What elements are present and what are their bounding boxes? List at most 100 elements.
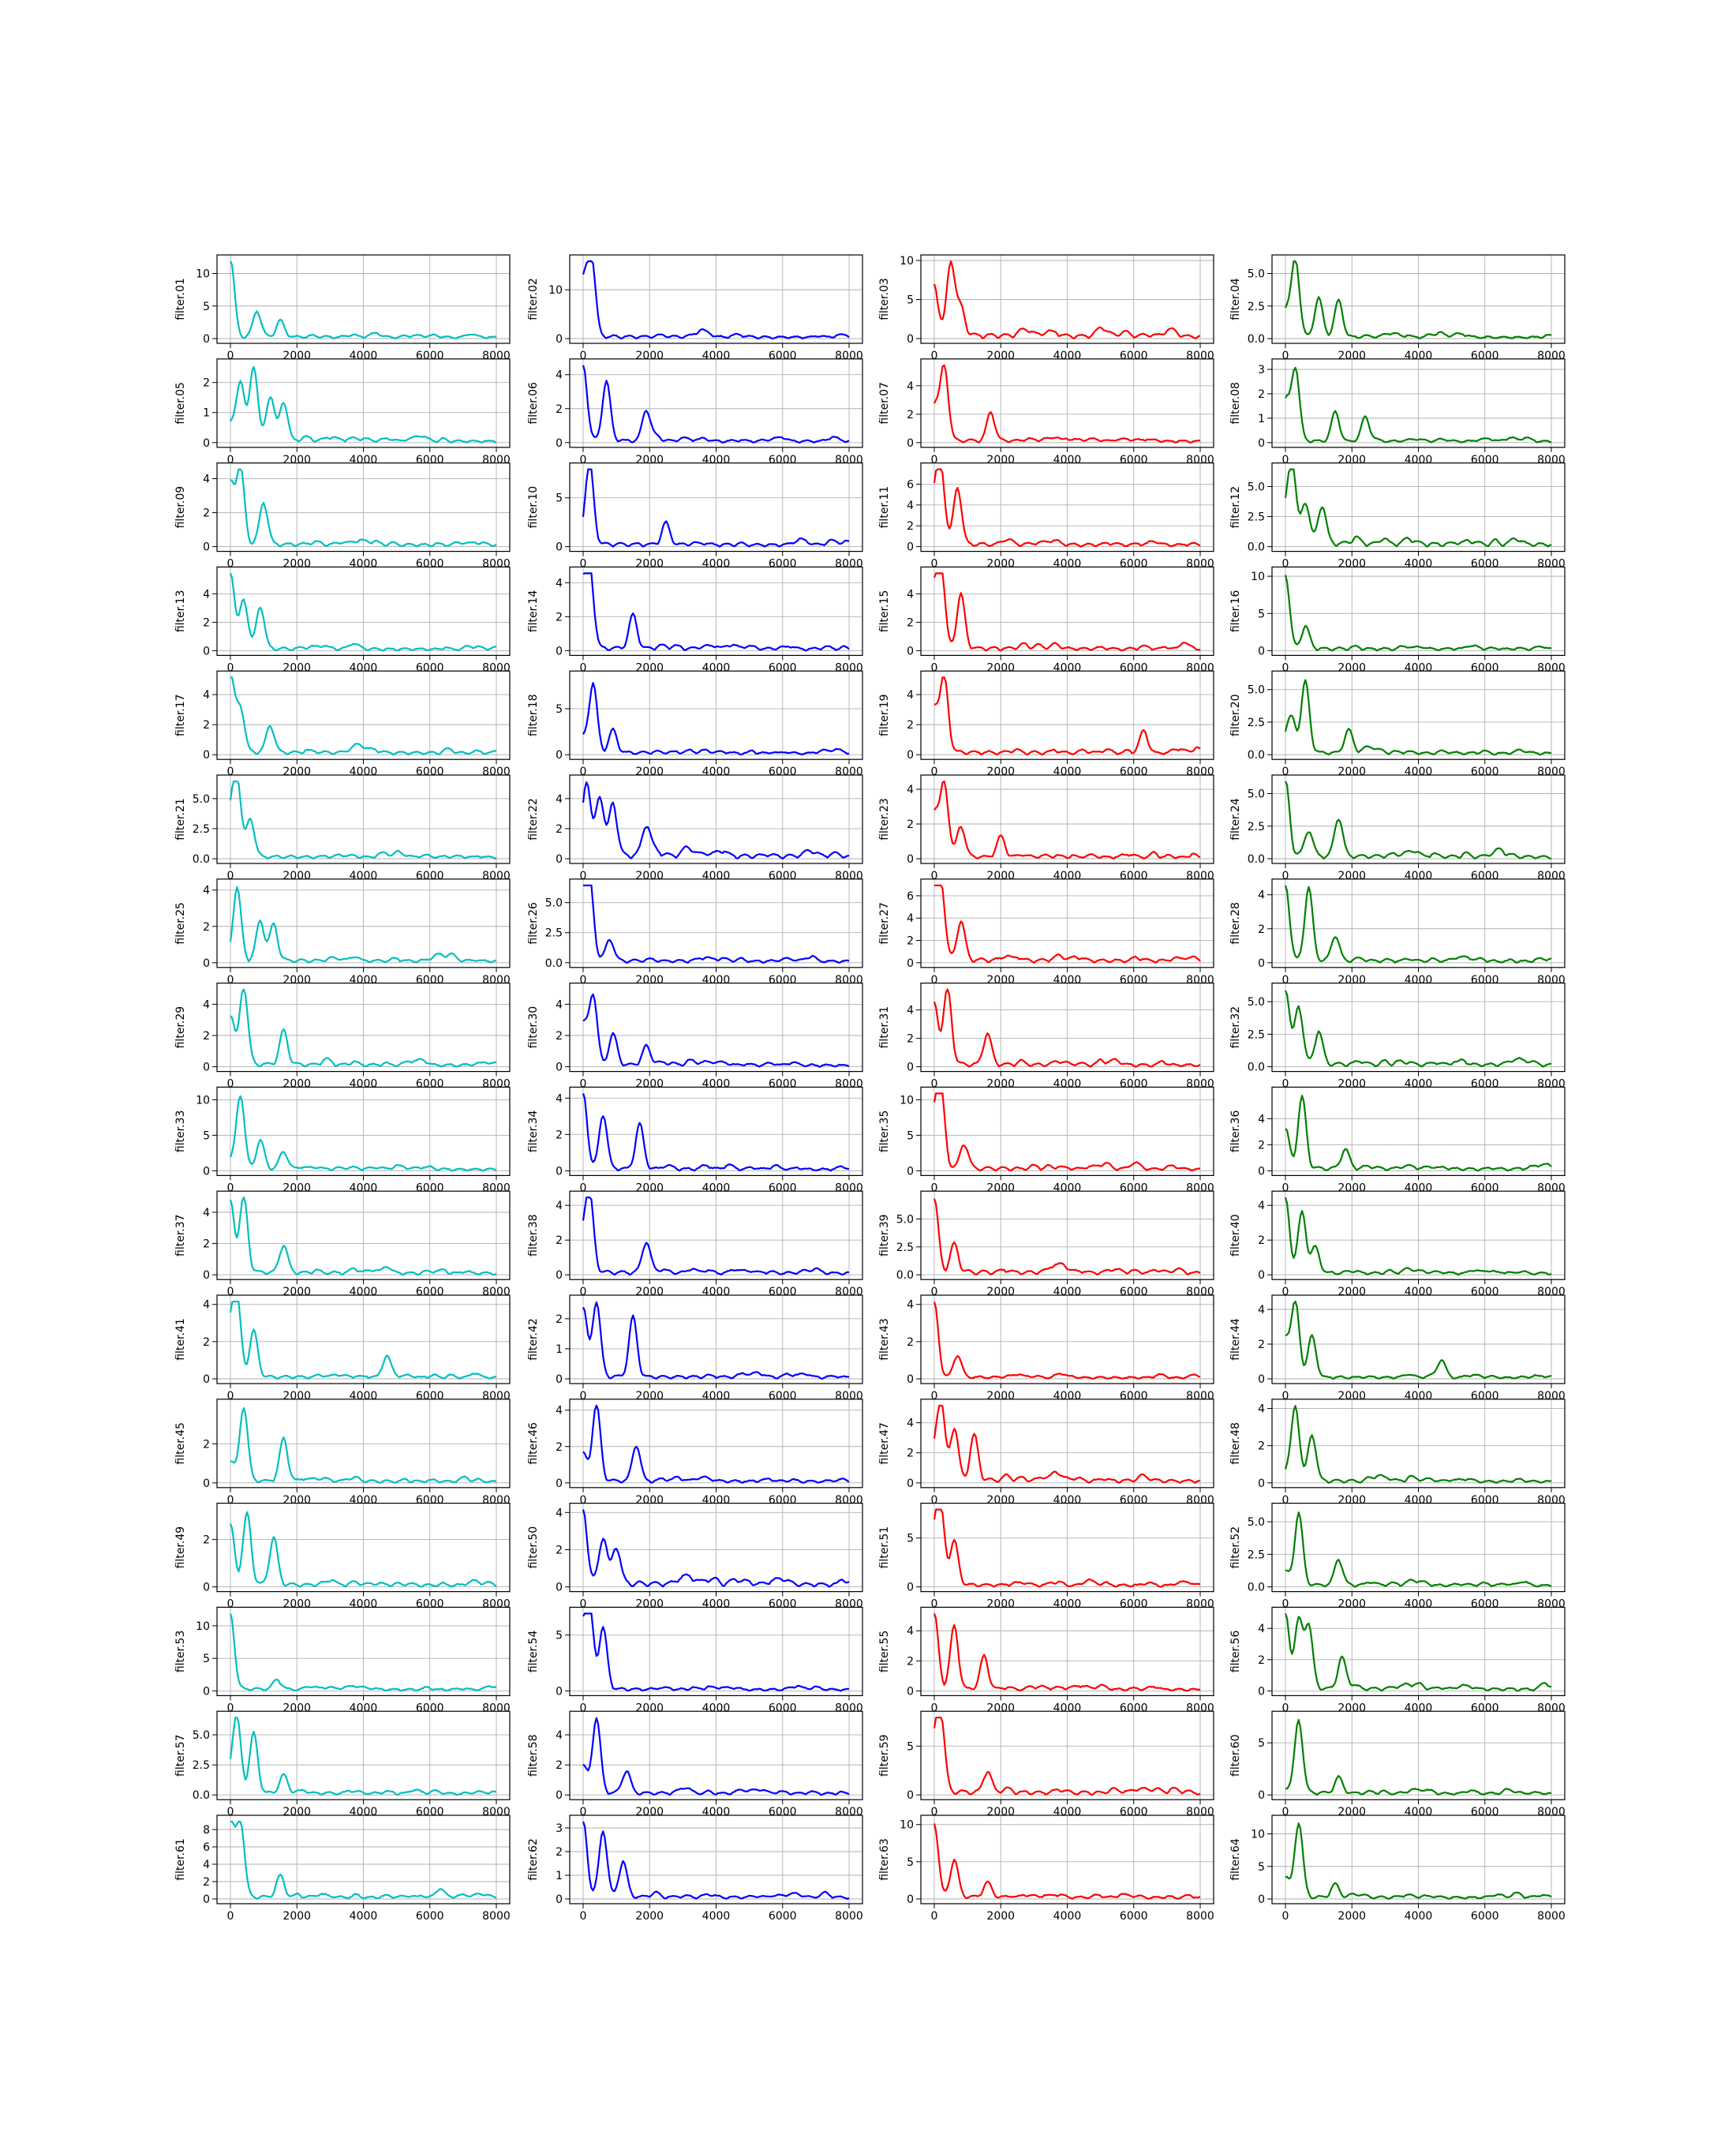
y-axis-label: filter.58	[527, 1734, 540, 1777]
y-tick-label: 0	[907, 437, 914, 450]
x-tick-label: 0	[1282, 1286, 1289, 1298]
x-tick-label: 0	[931, 1078, 938, 1091]
y-axis-label: filter.33	[174, 1110, 187, 1153]
y-tick-label: 6	[907, 890, 914, 903]
series-line	[933, 988, 1201, 1068]
series-line	[229, 1613, 497, 1692]
y-axis-label: filter.50	[527, 1526, 540, 1569]
y-tick-label: 0.0	[1248, 541, 1265, 554]
x-tick-label: 0	[1282, 558, 1289, 571]
series-line	[1284, 575, 1552, 652]
subplot-filter-62: 0 2000 4000 6000 8000 0 1 2 3 filter.62	[527, 1815, 863, 1923]
x-tick-label: 0	[227, 1806, 234, 1818]
y-tick-label: 0.0	[545, 957, 563, 970]
y-tick-label: 0	[907, 1582, 914, 1594]
series-line	[1285, 1300, 1552, 1380]
y-tick-label: 0	[1258, 1269, 1265, 1282]
y-tick-label: 0	[907, 1893, 914, 1906]
series-line	[1284, 1405, 1552, 1484]
y-tick-label: 2	[907, 520, 914, 533]
x-tick-label: 0	[931, 558, 938, 571]
y-tick-label: 0	[203, 1373, 210, 1386]
y-tick-label: 0	[907, 853, 914, 866]
y-tick-label: 0	[556, 1373, 563, 1386]
y-tick-label: 4	[556, 577, 563, 590]
x-tick-label: 0	[931, 870, 938, 882]
series-line	[933, 1198, 1201, 1276]
y-tick-label: 5.0	[1248, 788, 1265, 801]
y-axis-label: filter.59	[878, 1734, 891, 1777]
y-tick-label: 4	[556, 1405, 563, 1418]
x-tick-label: 0	[1282, 1078, 1289, 1091]
series-line	[230, 468, 497, 548]
y-axis-label: filter.35	[878, 1110, 891, 1153]
series-line	[582, 1717, 850, 1796]
series-line	[1285, 1511, 1552, 1588]
series-line	[582, 1821, 850, 1901]
y-tick-label: 4	[203, 1207, 210, 1219]
y-tick-label: 1	[1258, 413, 1265, 425]
y-axis-label: filter.56	[1229, 1631, 1242, 1673]
x-tick-label: 0	[227, 1182, 234, 1194]
x-tick-label: 0	[580, 661, 587, 674]
y-axis-label: filter.63	[878, 1838, 891, 1881]
x-tick-label: 0	[580, 1910, 587, 1923]
series-line	[582, 1093, 850, 1172]
y-tick-label: 0	[203, 541, 210, 554]
y-tick-label: 2	[907, 409, 914, 421]
y-tick-label: 2	[203, 616, 210, 629]
y-tick-label: 5.0	[1248, 684, 1265, 697]
y-tick-label: 5	[1258, 608, 1265, 620]
series-line	[933, 780, 1201, 860]
y-tick-label: 2	[203, 1876, 210, 1889]
y-tick-label: 0	[907, 1685, 914, 1698]
y-axis-label: filter.03	[878, 278, 891, 320]
y-tick-label: 0	[1258, 1165, 1265, 1178]
series-line	[1285, 366, 1552, 444]
y-tick-label: 0	[1258, 957, 1265, 970]
y-tick-label: 2.5	[896, 1242, 914, 1254]
y-axis-label: filter.34	[527, 1110, 540, 1153]
y-tick-label: 5	[203, 301, 210, 313]
x-tick-label: 0	[227, 1910, 234, 1923]
series-line	[582, 993, 850, 1068]
series-line	[229, 886, 496, 964]
x-tick-label: 2000	[635, 1910, 664, 1923]
y-tick-label: 10	[196, 1094, 210, 1107]
y-tick-label: 4	[556, 998, 563, 1011]
series-line	[229, 1095, 497, 1172]
y-tick-label: 5	[1258, 1737, 1265, 1750]
y-tick-label: 4	[203, 689, 210, 702]
y-axis-label: filter.14	[527, 590, 540, 633]
y-tick-label: 4	[203, 474, 210, 486]
y-tick-label: 2	[556, 611, 563, 624]
y-tick-label: 0.0	[1248, 1062, 1265, 1074]
y-tick-label: 2	[203, 719, 210, 732]
y-tick-label: 0.0	[1248, 749, 1265, 762]
y-tick-label: 2	[203, 1534, 210, 1547]
series-line	[1284, 1197, 1552, 1276]
y-tick-label: 4	[203, 1299, 210, 1312]
y-tick-label: 4	[203, 998, 210, 1011]
y-tick-label: 0	[907, 749, 914, 762]
y-axis-label: filter.02	[527, 278, 540, 320]
y-tick-label: 2	[907, 616, 914, 629]
x-tick-label: 0	[1282, 766, 1289, 778]
y-axis-label: filter.42	[527, 1318, 540, 1361]
y-tick-label: 5.0	[1248, 1516, 1265, 1529]
y-axis-label: filter.40	[1229, 1214, 1242, 1257]
x-tick-label: 0	[580, 1598, 587, 1611]
y-axis-label: filter.11	[878, 486, 891, 529]
